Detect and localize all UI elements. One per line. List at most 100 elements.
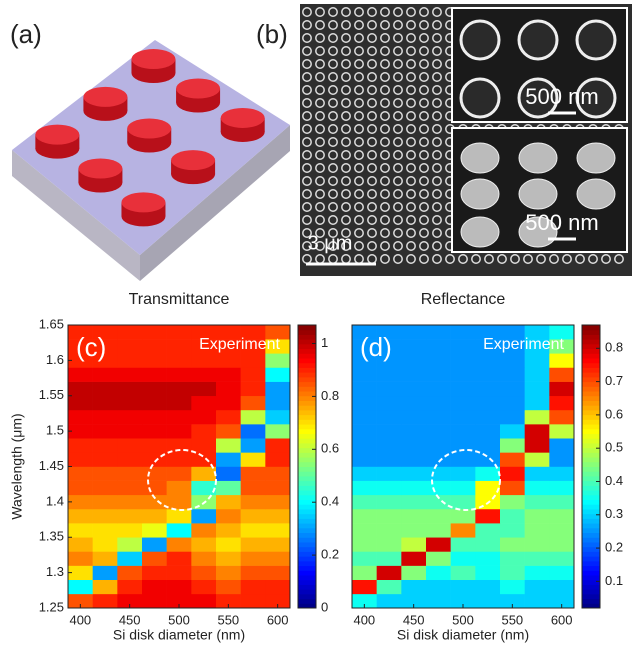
heatmap-cell [549,438,575,453]
sem-dot [406,111,416,121]
sem-dot [328,124,338,134]
colorbar-band [582,442,600,449]
heatmap-cell [549,325,575,340]
heatmap-cell [216,367,241,382]
heatmap-cell [142,353,167,368]
y-tick-label: 1.3 [46,564,64,579]
sem-dot [315,7,325,17]
colorbar-band [582,452,600,458]
sem-dot [393,189,403,199]
sem-dot [341,98,351,108]
heatmap-cell [240,551,266,566]
heatmap-cell [92,523,118,538]
disk-top [131,49,176,70]
heatmap-cell [191,409,217,425]
heatmap-cell [524,494,550,510]
sem-dot [341,46,351,56]
sem-dot [328,202,338,212]
colorbar-band [298,442,316,449]
heatmap-cell [166,537,192,552]
x-axis-label: Si disk diameter (nm) [397,627,529,643]
sem-dot [341,189,351,199]
heatmap-cell [265,424,291,439]
heatmap-cell [216,395,241,411]
x-tick-label: 450 [403,612,425,627]
sem-dot [432,254,442,264]
heatmap-cell [117,508,143,524]
heatmap-cell [352,452,377,467]
heatmap-cell [500,452,525,467]
heatmap-cell [475,537,501,552]
heatmap-cell [376,537,402,552]
y-tick-label: 1.65 [39,316,64,331]
heatmap-cell [426,353,451,368]
heatmap-cell [524,438,550,453]
heatmap-cell [401,523,427,538]
colorbar-band [298,560,316,567]
sem-dot [315,111,325,121]
sem-dot [510,254,520,264]
sem-dot [302,215,312,225]
highlight-ellipse [431,449,501,511]
heatmap-cell [240,593,266,609]
sem-dot [315,20,325,30]
heatmap-cell [240,381,266,397]
sem-dot [367,163,377,173]
colorbar-band [298,471,316,477]
heatmap-cell [401,551,427,566]
sem-dot [367,98,377,108]
colorbar-band [298,494,316,501]
heatmap-cell [524,537,550,552]
heatmap-cell [166,593,192,609]
heatmap-cell [191,508,217,524]
heatmap-cell [549,593,575,609]
panel-label: (b) [256,19,288,49]
sem-dot [302,20,312,30]
heatmap-cell [191,424,217,439]
sem-dot [367,20,377,30]
sem-dot [315,189,325,199]
colorbar-band [298,546,316,552]
heatmap-cell [191,367,217,382]
colorbar-band [298,574,316,581]
sem-dot [341,72,351,82]
heatmap-cell [524,480,550,496]
sem-dot [341,228,351,238]
colorbar-band [298,565,316,571]
heatmap-cell [376,367,402,382]
sem-dot [393,241,403,251]
sem-dot [302,124,312,134]
heatmap-cell [426,367,451,382]
heatmap-cell [166,339,192,354]
heatmap-cell [142,466,167,481]
heatmap-cell [475,565,501,580]
colorbar-band [298,409,316,416]
sem-dot [393,59,403,69]
heatmap-cell [376,480,402,496]
heatmap-cell [524,367,550,382]
heatmap-cell [352,339,377,354]
colorbar-band [298,376,316,383]
heatmap-cell [191,381,217,397]
colorbar-band [298,428,316,434]
heatmap-cell [426,565,451,580]
heatmap-cell [500,409,525,425]
colorbar-band [298,499,316,505]
heatmap-cell [68,339,93,354]
heatmap-cell [475,353,501,368]
heatmap-cell [500,325,525,340]
sem-dot [380,241,390,251]
colorbar-band [298,551,316,557]
heatmap-cell [240,409,266,425]
sem-dot [614,254,624,264]
heatmap-cell [265,367,291,382]
sem-dot [393,150,403,160]
sem-dot [484,254,494,264]
heatmap-cell [92,339,118,354]
heatmap-cell [216,593,241,609]
heatmap-cell [117,353,143,368]
x-tick-label: 600 [551,612,573,627]
sem-dot [393,33,403,43]
heatmap-cell [265,409,291,425]
